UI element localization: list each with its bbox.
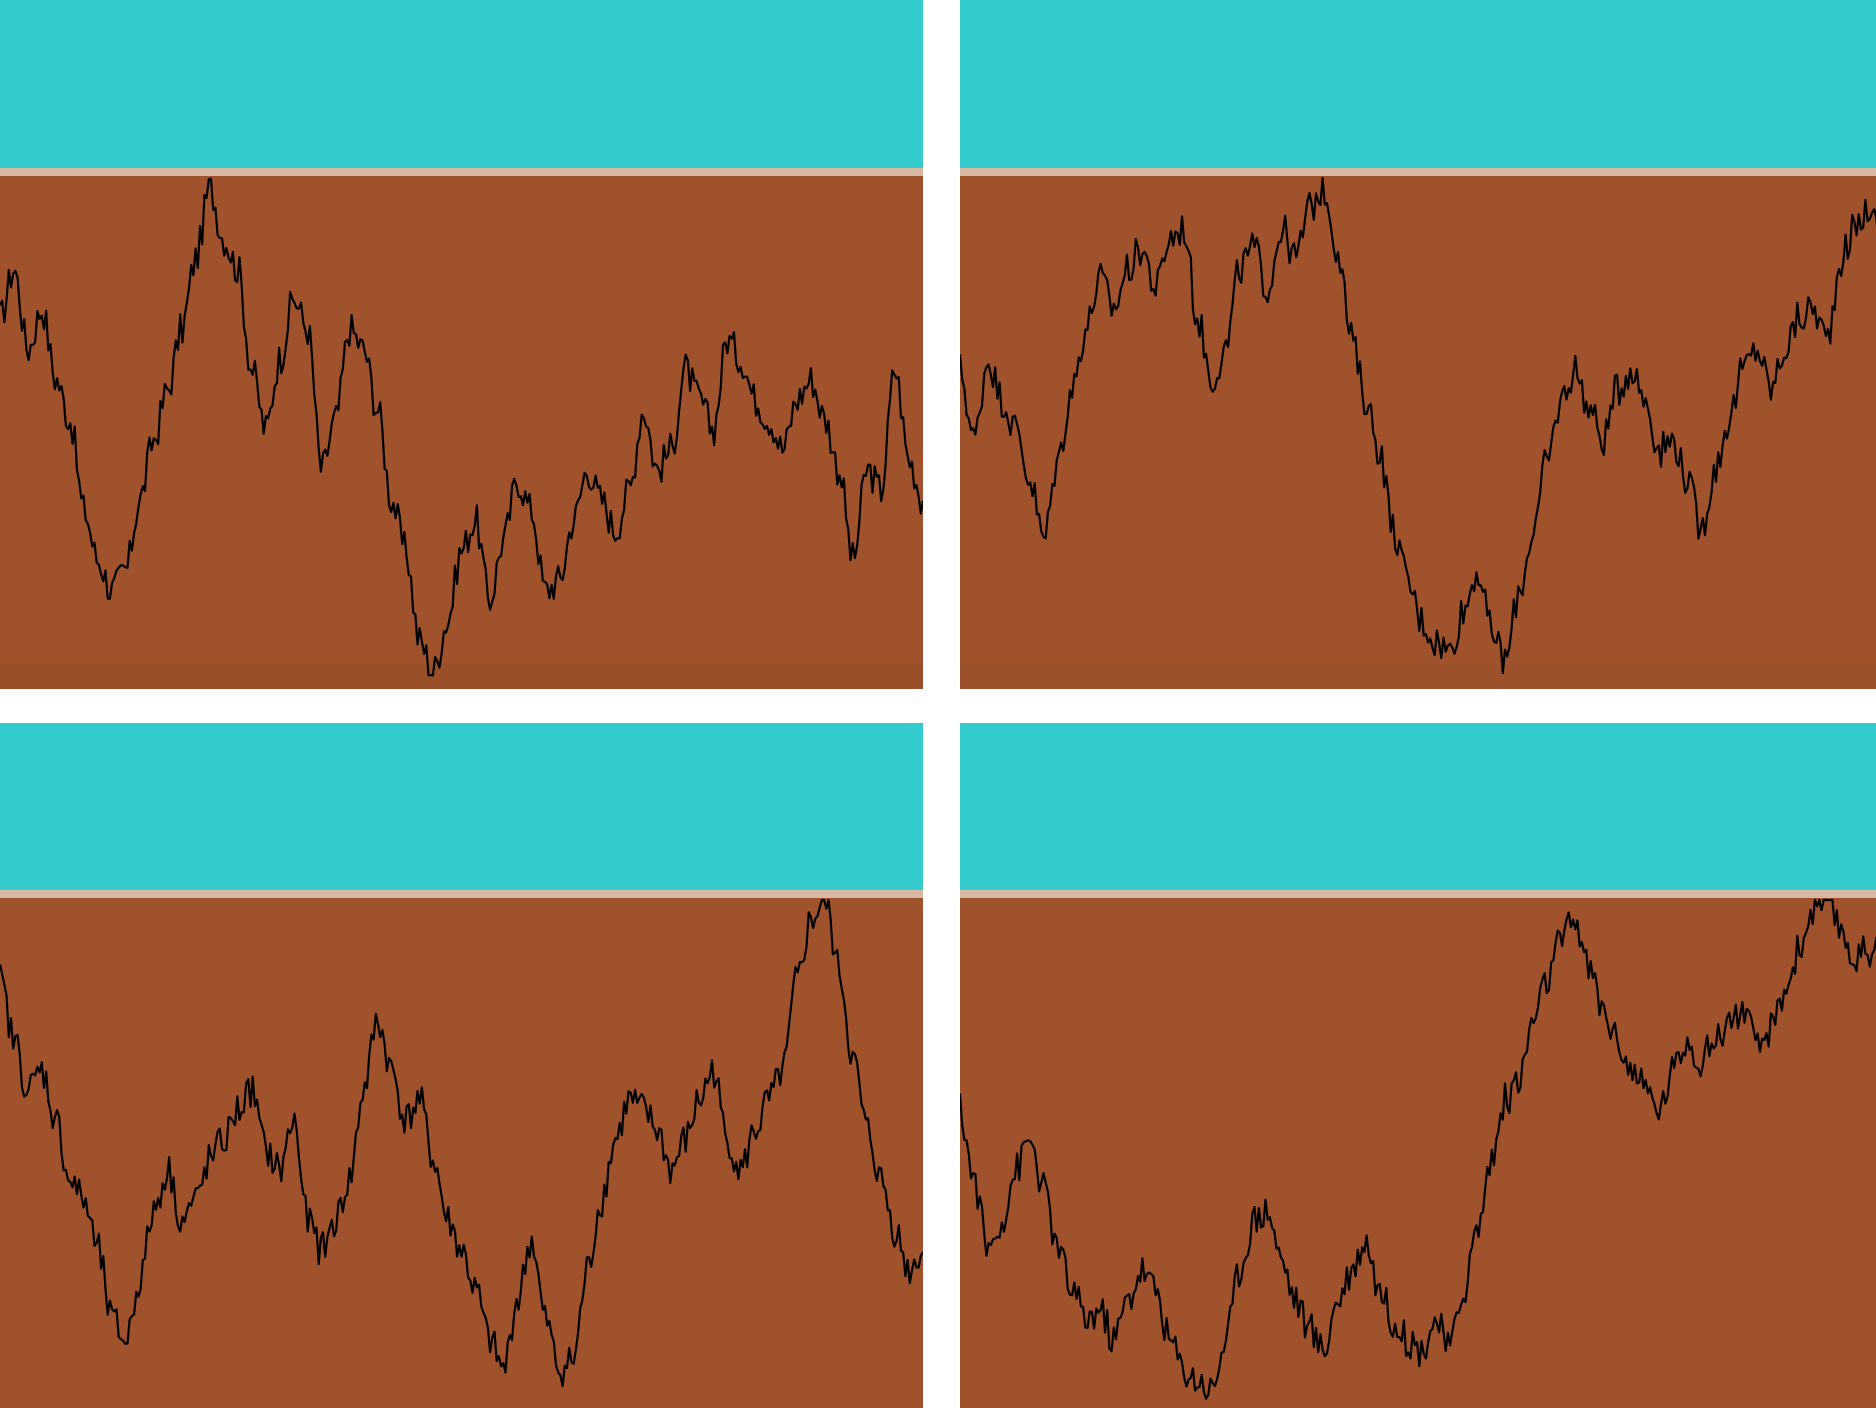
landscape-panel-top-right [960, 0, 1876, 689]
sky [960, 723, 1876, 890]
sky [0, 723, 923, 890]
ground-shade [0, 664, 923, 689]
ground [0, 898, 923, 1408]
ground [0, 176, 923, 689]
horizon-band [960, 890, 1876, 898]
terrain-line [960, 898, 1876, 1400]
landscape-panel-bottom-left [0, 723, 923, 1408]
landscape-svg-top-left [0, 0, 923, 689]
landscape-svg-bottom-left [0, 723, 923, 1408]
sky [960, 0, 1876, 168]
ground [960, 898, 1876, 1408]
horizon-band [0, 168, 923, 176]
landscape-svg-bottom-right [960, 723, 1876, 1408]
terrain-line [960, 176, 1876, 675]
landscape-svg-top-right [960, 0, 1876, 689]
horizon-band [960, 168, 1876, 176]
ground [960, 176, 1876, 689]
ground-shade [960, 664, 1876, 689]
terrain-line [0, 177, 923, 677]
landscape-panel-bottom-right [960, 723, 1876, 1408]
sky [0, 0, 923, 168]
terrain-line [0, 898, 923, 1388]
landscape-panel-top-left [0, 0, 923, 689]
horizon-band [0, 890, 923, 898]
